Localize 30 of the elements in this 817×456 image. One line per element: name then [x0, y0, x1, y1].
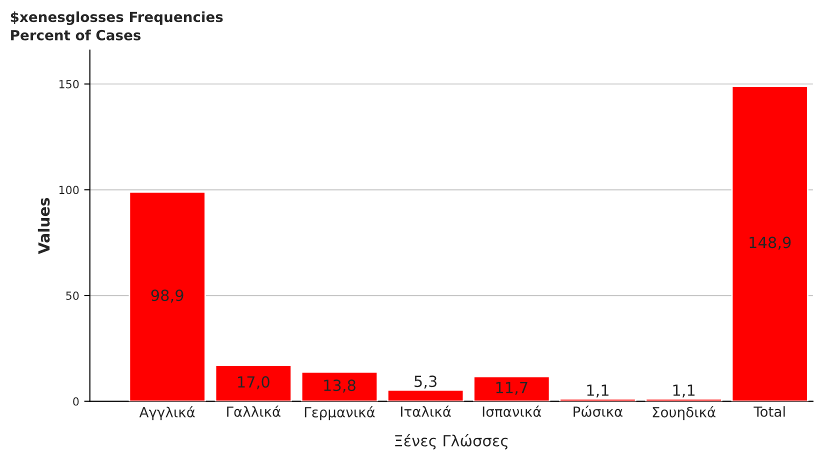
x-tick-label: Σουηδικά	[652, 406, 716, 420]
chart-subtitle: Percent of Cases	[11, 30, 141, 40]
chart-title: $xenesglosses Frequencies	[10, 11, 223, 25]
bar	[387, 389, 464, 402]
data-label: 13,8	[324, 380, 356, 393]
data-label: 17,0	[238, 376, 270, 390]
x-tick-label: Total	[754, 406, 785, 417]
bar	[731, 86, 808, 402]
x-tick-label: Γερμανικά	[304, 406, 375, 420]
data-label: 1,1	[587, 384, 608, 398]
x-tick-label: Ιταλικά	[400, 406, 451, 417]
y-tick-label: 50	[66, 291, 79, 300]
x-tick-label: Ρώσικα	[574, 406, 622, 417]
bar	[473, 376, 550, 402]
data-label: 1,1	[673, 384, 695, 398]
data-label: 5,3	[414, 376, 436, 389]
y-tick-label: 150	[59, 80, 79, 88]
y-tick-label: 100	[59, 186, 79, 194]
y-tick-label: 0	[73, 397, 79, 406]
data-label: 11,7	[496, 382, 528, 395]
y-axis-title: Values	[38, 198, 50, 254]
bar	[214, 364, 292, 402]
bar	[300, 371, 378, 402]
x-tick-label: Αγγλικά	[139, 406, 195, 420]
x-axis-title: Ξένες Γλώσσες	[395, 434, 508, 450]
bar	[128, 191, 206, 402]
x-tick-label: Ισπανικά	[482, 406, 542, 417]
data-label: 148,9	[750, 236, 791, 250]
x-tick-label: Γαλλικά	[227, 406, 280, 417]
data-label: 98,9	[151, 290, 184, 303]
